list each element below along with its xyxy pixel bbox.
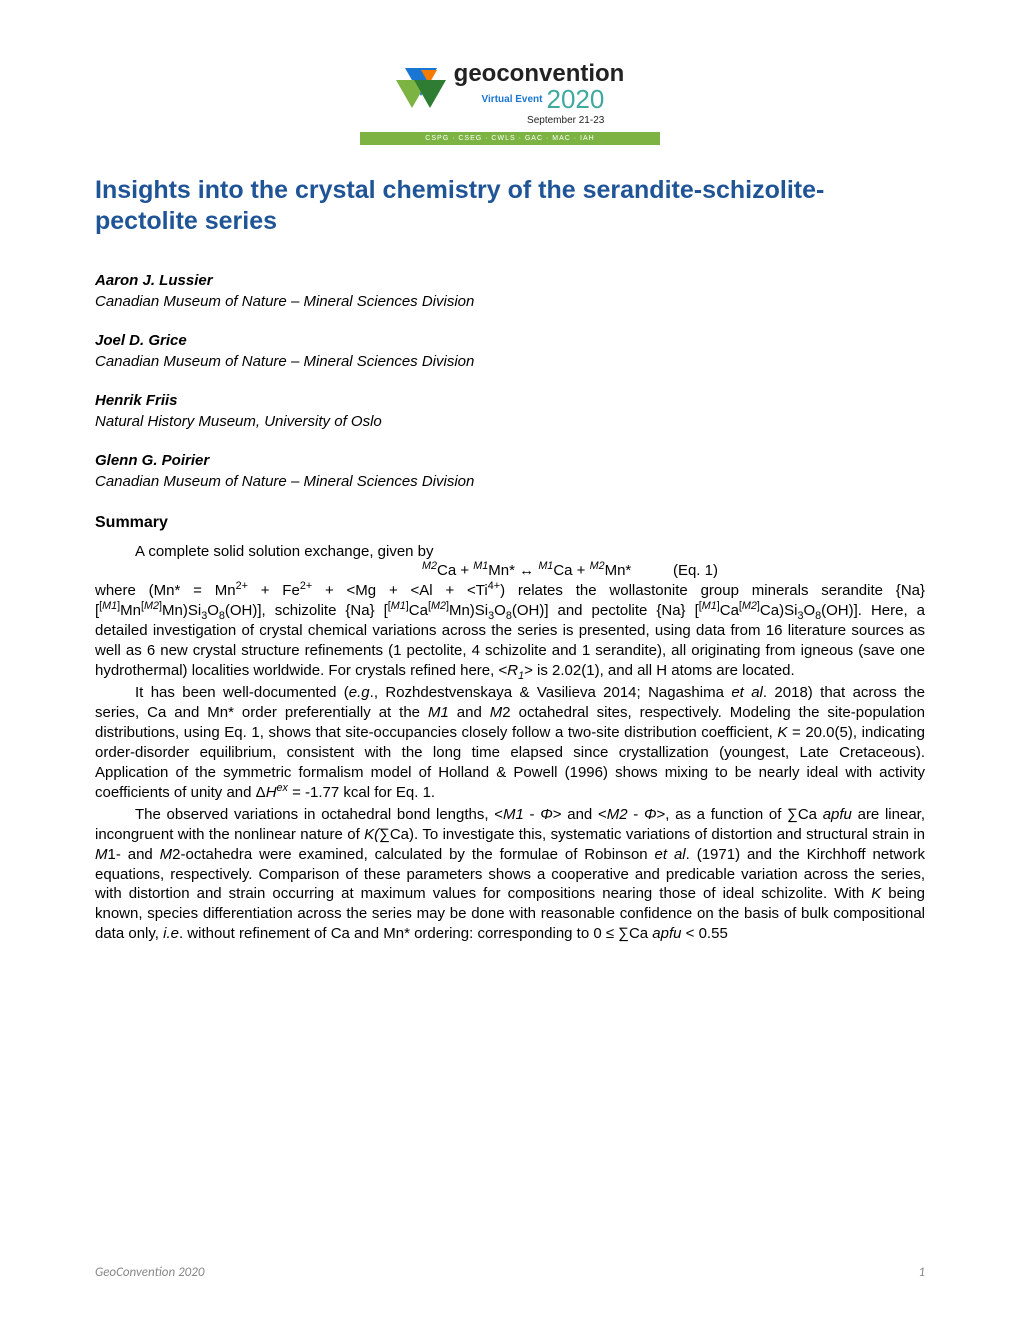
author-name: Glenn G. Poirier — [95, 450, 925, 471]
author-block: Joel D. Grice Canadian Museum of Nature … — [95, 330, 925, 372]
author-block: Aaron J. Lussier Canadian Museum of Natu… — [95, 270, 925, 312]
author-affiliation: Canadian Museum of Nature – Mineral Scie… — [95, 351, 925, 372]
section-heading-summary: Summary — [95, 514, 925, 532]
footer-conference: GeoConvention 2020 — [95, 1265, 204, 1280]
paper-title: Insights into the crystal chemistry of t… — [95, 175, 925, 238]
equation-1: M2Ca + M1Mn* ↔ M1Ca + M2Mn* (Eq. 1) — [215, 561, 925, 581]
body-paragraph-3: The observed variations in octahedral bo… — [95, 805, 925, 945]
body-paragraph-1: A complete solid solution exchange, give… — [95, 542, 925, 682]
body-paragraph-2: It has been well-documented (e.g., Rozhd… — [95, 683, 925, 803]
author-block: Glenn G. Poirier Canadian Museum of Natu… — [95, 450, 925, 492]
author-name: Joel D. Grice — [95, 330, 925, 351]
author-affiliation: Canadian Museum of Nature – Mineral Scie… — [95, 291, 925, 312]
author-name: Aaron J. Lussier — [95, 270, 925, 291]
conference-logo: geoconvention Virtual Event2020 Septembe… — [95, 60, 925, 145]
page-footer: GeoConvention 2020 1 — [95, 1265, 925, 1280]
author-block: Henrik Friis Natural History Museum, Uni… — [95, 390, 925, 432]
author-name: Henrik Friis — [95, 390, 925, 411]
footer-page-number: 1 — [918, 1265, 925, 1280]
logo-subtext: Virtual Event2020 September 21-23 — [454, 84, 605, 126]
logo-diamond-icon — [396, 68, 446, 118]
author-affiliation: Canadian Museum of Nature – Mineral Scie… — [95, 471, 925, 492]
logo-sponsor-bar: CSPG · CSEG · CWLS · GAC · MAC · IAH — [360, 132, 660, 145]
author-affiliation: Natural History Museum, University of Os… — [95, 411, 925, 432]
